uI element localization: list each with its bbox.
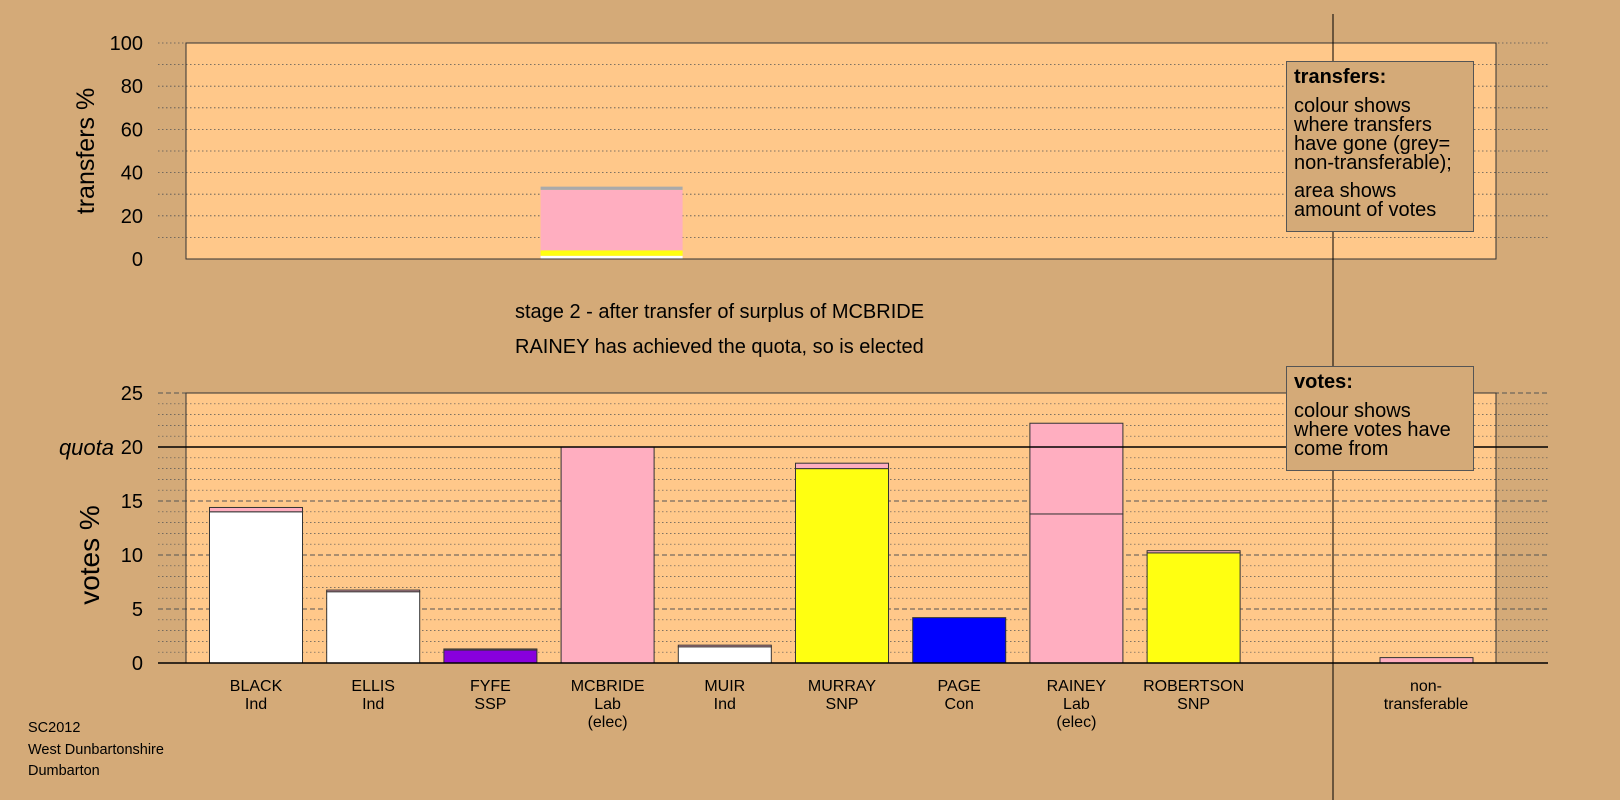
- footer-council: West Dunbartonshire: [28, 741, 164, 758]
- candidate-party-label: SSP: [474, 696, 506, 713]
- candidate-party-label: Ind: [714, 696, 736, 713]
- votes-axis-label: votes %: [74, 505, 105, 605]
- transfers-tick-label: 0: [132, 249, 143, 271]
- candidate-name-label: FYFE: [470, 678, 511, 695]
- vote-bar-segment: [795, 468, 889, 664]
- votes-tick-label: 10: [121, 545, 143, 567]
- non-transferable-label-1: non-: [1410, 678, 1442, 695]
- transfers-tick-label: 80: [121, 76, 143, 98]
- vote-bar-segment: [677, 644, 772, 648]
- candidate-party-label: Ind: [362, 696, 384, 713]
- candidate-note-label: (elec): [1056, 714, 1096, 731]
- vote-bar-segment: [443, 648, 538, 651]
- candidate-name-label: ROBERTSON: [1143, 678, 1244, 695]
- transfers-tick-label: 100: [110, 33, 143, 55]
- vote-bar-segment: [795, 462, 889, 470]
- status-text: RAINEY has achieved the quota, so is ele…: [515, 336, 924, 358]
- votes-tick-label: 20: [121, 437, 143, 459]
- votes-tick-label: 5: [132, 599, 143, 621]
- transfers-panel: 0 20 40 60 80 100 transfers %: [72, 33, 1548, 271]
- vote-bar-segment: [560, 446, 655, 664]
- transfer-bar-segment: [540, 250, 683, 256]
- vote-bar-segment: [326, 591, 421, 664]
- transfers-tick-label: 20: [121, 206, 143, 228]
- transfers-tick-label: 60: [121, 119, 143, 141]
- transfer-bar-segment: [540, 186, 683, 190]
- votes-legend-line1: colour shows where votes have come from: [1294, 400, 1451, 460]
- transfers-legend-line1: colour shows where transfers have gone (…: [1294, 95, 1452, 174]
- candidate-name-label: PAGE: [938, 678, 981, 695]
- candidate-party-label: Lab: [1063, 696, 1090, 713]
- stage-text: stage 2 - after transfer of surplus of M…: [515, 301, 925, 323]
- vote-bar-segment: [1029, 513, 1124, 664]
- footer-code: SC2012: [28, 720, 81, 736]
- candidate-name-label: MUIR: [704, 678, 745, 695]
- transfers-plot-area: [186, 43, 1496, 259]
- vote-bar-segment: [209, 506, 303, 513]
- transfer-bar-segment: [540, 255, 683, 259]
- transfers-axis-label: transfers %: [72, 88, 100, 214]
- candidate-name-label: ELLIS: [351, 678, 395, 695]
- votes-legend-title: votes:: [1294, 371, 1353, 393]
- vote-bar-segment: [1146, 552, 1241, 664]
- non-transferable-bar: [1379, 657, 1474, 664]
- candidate-party-label: Lab: [594, 696, 621, 713]
- candidate-name-label: RAINEY: [1047, 678, 1107, 695]
- votes-tick-label: 15: [121, 491, 143, 513]
- candidate-name-label: MURRAY: [808, 678, 876, 695]
- transfers-legend: transfers: colour shows where transfers …: [1286, 61, 1474, 232]
- candidate-name-label: BLACK: [230, 678, 283, 695]
- candidate-party-label: Con: [945, 696, 974, 713]
- vote-bar-segment: [677, 646, 772, 664]
- footer-ward: Dumbarton: [28, 763, 100, 779]
- transfers-legend-title: transfers:: [1294, 66, 1387, 88]
- votes-legend: votes: colour shows where votes have com…: [1286, 366, 1474, 471]
- non-transferable-label-2: transferable: [1384, 696, 1469, 713]
- candidate-party-label: SNP: [1177, 696, 1210, 713]
- vote-bar-segment: [326, 589, 421, 593]
- candidate-name-label: MCBRIDE: [571, 678, 645, 695]
- vote-bar-segment: [912, 617, 1007, 664]
- candidate-note-label: (elec): [588, 714, 628, 731]
- votes-tick-label: 25: [121, 383, 143, 405]
- footer: SC2012 West Dunbartonshire Dumbarton: [28, 718, 164, 783]
- transfers-legend-line2: area shows amount of votes: [1294, 180, 1437, 221]
- vote-bar-segment: [1029, 422, 1124, 515]
- vote-bar-segment: [443, 649, 538, 664]
- candidate-party-label: SNP: [826, 696, 859, 713]
- vote-bar-segment: [209, 511, 303, 664]
- transfer-bar-segment: [540, 189, 683, 251]
- vote-bar-segment: [1146, 550, 1241, 554]
- transfers-tick-label: 40: [121, 163, 143, 185]
- candidate-party-label: Ind: [245, 696, 267, 713]
- quota-label: quota: [59, 435, 114, 460]
- votes-tick-label: 0: [132, 653, 143, 675]
